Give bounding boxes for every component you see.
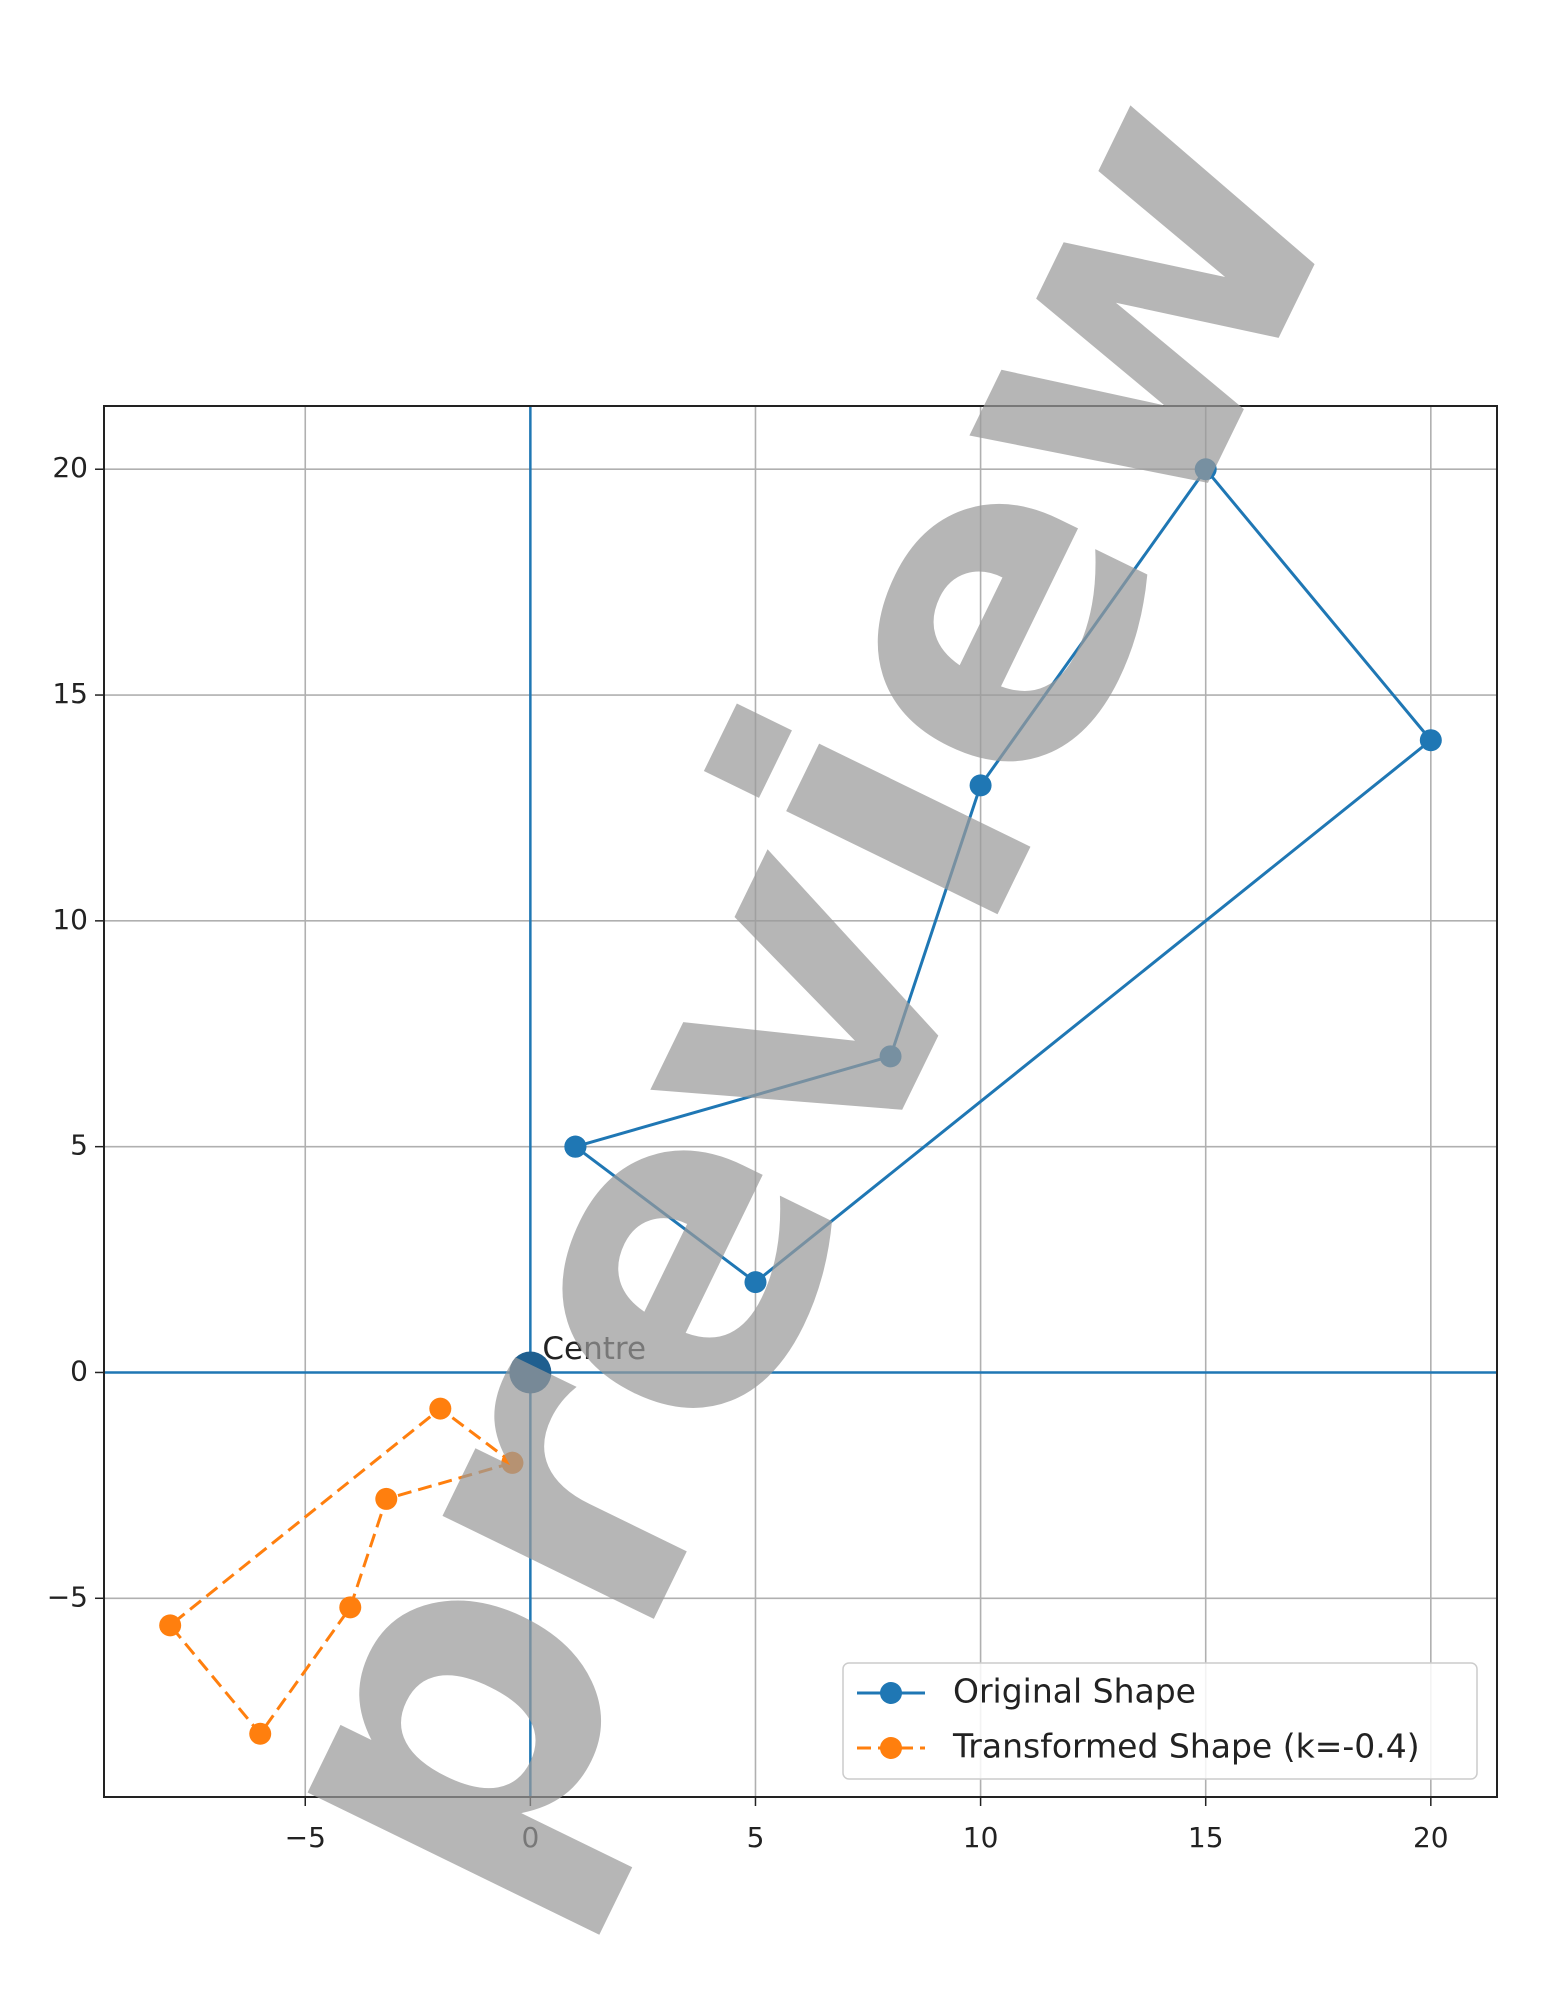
y-tick-label: 0 xyxy=(70,1354,88,1387)
series-point xyxy=(249,1722,272,1745)
x-tick-label: 0 xyxy=(521,1821,539,1854)
x-tick-label: 10 xyxy=(963,1821,999,1854)
series-point xyxy=(969,774,992,797)
x-tick-label: 5 xyxy=(747,1821,765,1854)
legend-marker xyxy=(880,1737,902,1759)
series-point xyxy=(744,1271,767,1294)
y-tick-label: 15 xyxy=(52,677,88,710)
series-point xyxy=(429,1397,452,1420)
x-tick-label: −5 xyxy=(285,1821,326,1854)
legend-label: Original Shape xyxy=(953,1672,1196,1711)
y-tick-label: 20 xyxy=(52,451,88,484)
y-tick-label: 10 xyxy=(52,903,88,936)
series-point xyxy=(159,1614,182,1637)
series-point xyxy=(1194,458,1217,481)
x-tick-label: 15 xyxy=(1188,1821,1224,1854)
series-point xyxy=(879,1045,902,1068)
series-point xyxy=(339,1596,362,1619)
series-point xyxy=(375,1487,398,1510)
x-tick-label: 20 xyxy=(1413,1821,1449,1854)
series-point xyxy=(1419,729,1442,752)
plot-frame xyxy=(103,405,1498,1798)
series-point xyxy=(564,1135,587,1158)
legend-box xyxy=(842,1662,1478,1780)
centre-point xyxy=(509,1351,552,1394)
legend-label: Transformed Shape (k=-0.4) xyxy=(952,1727,1420,1766)
y-tick-label: 5 xyxy=(70,1129,88,1162)
legend: Original Shape Transformed Shape (k=-0.4) xyxy=(842,1662,1478,1780)
centre-label: Centre xyxy=(542,1331,646,1367)
series-point xyxy=(501,1451,524,1474)
legend-marker xyxy=(880,1682,902,1704)
y-tick-label: −5 xyxy=(47,1580,88,1613)
